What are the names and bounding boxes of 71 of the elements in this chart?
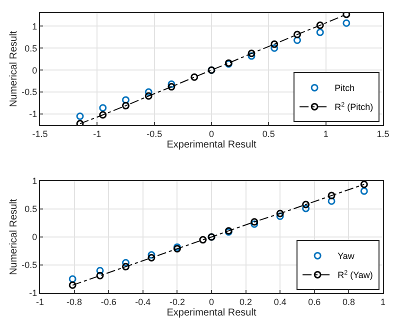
point bbox=[276, 210, 284, 218]
point bbox=[276, 212, 284, 220]
x-tick-label: 1.5 bbox=[376, 128, 390, 139]
y-tick-label: 0.5 bbox=[24, 204, 38, 214]
y-tick-label: 0.5 bbox=[24, 43, 38, 54]
point bbox=[199, 236, 207, 244]
point bbox=[122, 262, 130, 270]
point bbox=[76, 112, 84, 120]
point bbox=[360, 187, 368, 195]
point bbox=[270, 44, 278, 52]
point bbox=[328, 192, 336, 200]
point bbox=[248, 50, 256, 58]
point bbox=[168, 80, 176, 88]
x-tick-label: 1 bbox=[323, 128, 328, 139]
y-tick-label: -1 bbox=[29, 288, 38, 298]
point bbox=[96, 266, 104, 274]
point bbox=[248, 52, 256, 60]
y-tick-label: 1 bbox=[32, 176, 38, 186]
x-tick-label: -0.5 bbox=[146, 128, 162, 139]
x-tick-label: 0.5 bbox=[262, 128, 275, 139]
y-tick-label: -0.5 bbox=[22, 260, 38, 270]
x-tick-label: -0.4 bbox=[135, 296, 151, 307]
x-tick-label: 1 bbox=[380, 296, 386, 307]
x-axis-title: Experimental Result bbox=[166, 139, 256, 150]
x-tick-label: -1 bbox=[93, 128, 102, 139]
point bbox=[168, 83, 176, 91]
legend-label: R$^{2}$ (Yaw) bbox=[338, 269, 373, 280]
x-tick-label: -0.2 bbox=[169, 296, 185, 307]
x-tick-label: 0.2 bbox=[240, 296, 252, 307]
y-tick-label: -1 bbox=[29, 109, 38, 120]
point bbox=[302, 204, 310, 212]
x-tick-label: 0 bbox=[208, 296, 214, 307]
y-axis-title: Numerical Result bbox=[8, 198, 20, 276]
y-axis-title: Numerical Result bbox=[8, 30, 20, 108]
point bbox=[302, 200, 310, 208]
legend-label: Pitch bbox=[334, 83, 355, 94]
x-tick-label: -0.8 bbox=[66, 296, 82, 307]
point bbox=[96, 272, 104, 280]
y-tick-label: 0 bbox=[32, 65, 38, 76]
y-tick-label: 0 bbox=[32, 232, 38, 242]
point bbox=[316, 22, 324, 30]
y-tick-label: -0.5 bbox=[22, 87, 38, 98]
point bbox=[122, 102, 130, 110]
x-tick-label: 0.4 bbox=[274, 296, 286, 307]
x-tick-label: 0 bbox=[208, 128, 214, 139]
point bbox=[68, 275, 76, 283]
point bbox=[144, 92, 152, 100]
x-axis-title: Experimental Result bbox=[166, 307, 256, 318]
point bbox=[360, 181, 368, 188]
point bbox=[68, 281, 76, 289]
point bbox=[148, 251, 156, 259]
point bbox=[328, 197, 336, 205]
point bbox=[148, 254, 156, 262]
legend-label: R$^{2}$ (Pitch) bbox=[334, 101, 374, 112]
point bbox=[270, 40, 278, 48]
x-tick-label: 0.6 bbox=[308, 296, 321, 307]
point bbox=[122, 96, 130, 104]
y-tick-label: 1 bbox=[32, 21, 38, 32]
point bbox=[294, 30, 301, 38]
x-tick-label: -1.5 bbox=[32, 128, 48, 139]
point bbox=[294, 36, 301, 44]
x-tick-label: 0.8 bbox=[342, 296, 355, 307]
legend-label: Yaw bbox=[338, 251, 355, 262]
point bbox=[144, 88, 152, 96]
x-tick-label: -0.6 bbox=[100, 296, 116, 307]
point bbox=[190, 73, 198, 81]
point bbox=[122, 259, 130, 267]
point bbox=[99, 111, 107, 119]
point bbox=[342, 19, 350, 27]
point bbox=[316, 28, 324, 36]
point bbox=[99, 104, 107, 112]
